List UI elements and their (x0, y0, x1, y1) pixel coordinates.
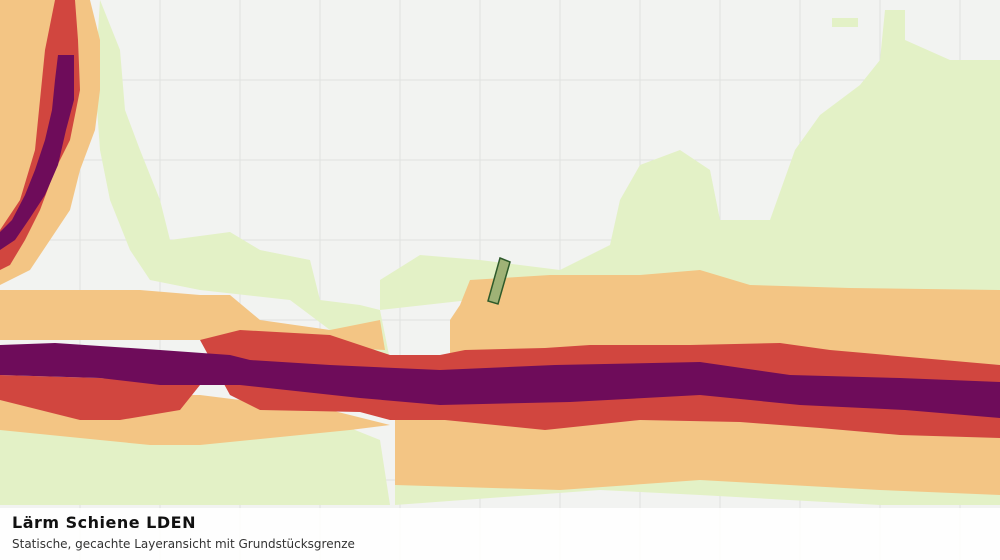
layer-subtitle: Statische, gecachte Layeransicht mit Gru… (12, 537, 355, 551)
noise-zone-very-high (0, 55, 1000, 418)
parcel-boundary (487, 256, 511, 305)
caption-bar: Lärm Schiene LDEN Statische, gecachte La… (0, 508, 1000, 560)
layer-title: Lärm Schiene LDEN (12, 513, 196, 532)
